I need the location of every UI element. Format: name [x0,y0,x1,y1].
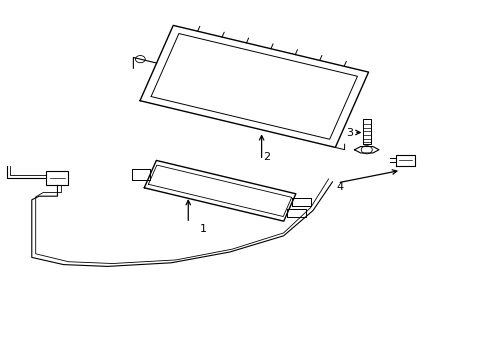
Text: 1: 1 [199,224,206,234]
Text: 4: 4 [336,182,343,192]
Text: 3: 3 [346,128,352,138]
Text: 2: 2 [263,152,269,162]
Bar [46,171,68,185]
